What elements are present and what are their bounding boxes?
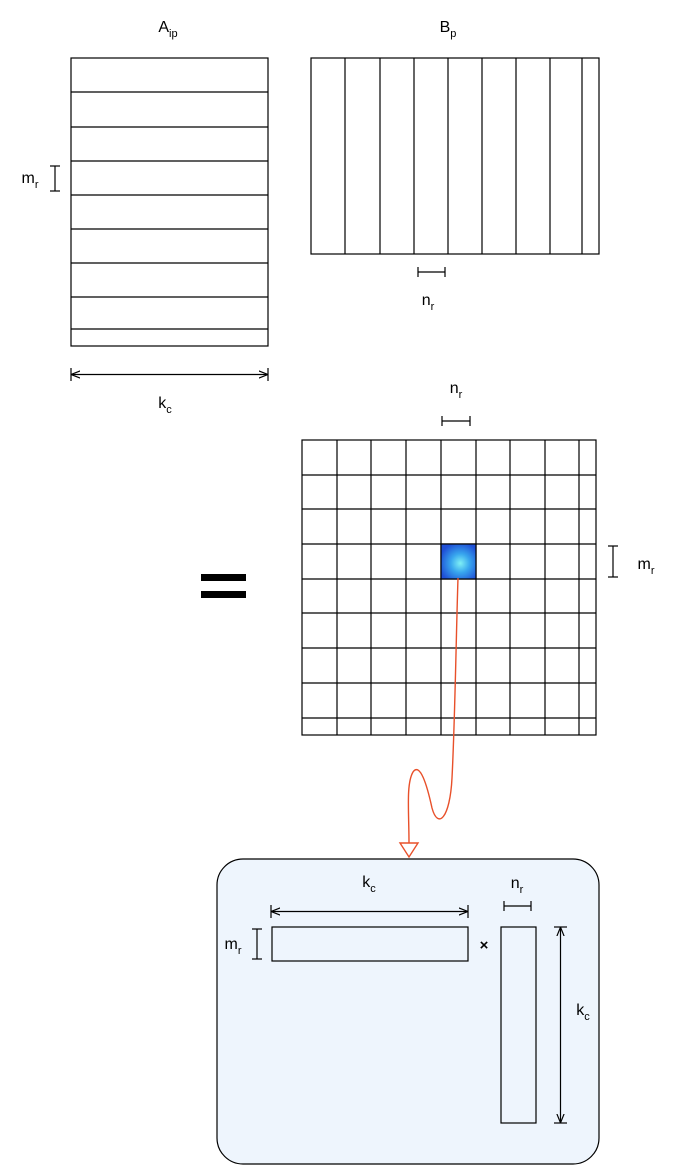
c-panel: nr [301,380,655,736]
mk-b-kc-label: kc [576,1002,590,1023]
b-nr-label: nr [422,292,435,313]
mk-nr-bracket [503,901,532,911]
a-kc-arrow [70,368,269,381]
b-p-panel: Bp nr [310,19,600,313]
mk-a-kc-label: kc [362,874,376,895]
mk-b-kc-arrow [554,926,567,1124]
a-mr-bracket [50,165,60,192]
b-nr-bracket [417,267,446,277]
mk-times-symbol: × [480,937,489,954]
c-nr-bracket [441,416,471,426]
b-p-title: Bp [440,19,457,40]
a-ip-matrix [70,57,269,347]
equals-symbol [201,574,246,598]
mk-a-micropanel [271,926,469,962]
c-matrix [301,439,597,736]
c-highlighted-microtile [440,543,477,580]
b-p-matrix [310,57,600,255]
micro-kernel-background [216,858,600,1165]
a-ip-title: Aip [158,19,177,40]
mk-mr-bracket [252,928,262,960]
a-kc-label: kc [158,395,172,416]
a-ip-panel: Aip mr kc [22,19,269,416]
mk-a-kc-arrow [270,905,469,918]
a-mr-label: mr [22,170,39,191]
c-mr-bracket [608,545,618,578]
connector-arrow-head [398,842,420,859]
mk-b-micropanel [500,926,537,1124]
c-mr-label: mr [638,556,655,577]
mk-nr-label: nr [511,875,524,896]
micro-kernel-panel: kc mr × nr kc [216,858,600,1165]
mk-mr-label: mr [225,936,242,957]
c-nr-label: nr [450,380,463,401]
zoom-connector-arrow [398,577,459,859]
